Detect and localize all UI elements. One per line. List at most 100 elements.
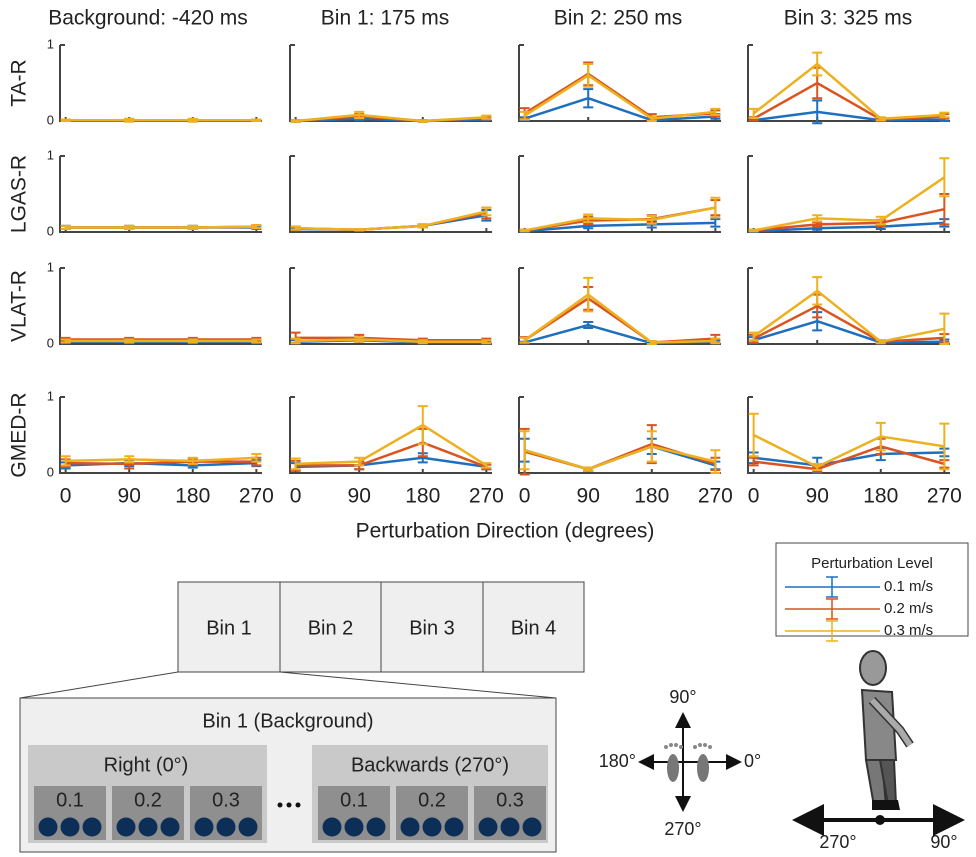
legend-label: 0.1 m/s <box>884 578 933 595</box>
trial-dot <box>39 818 58 837</box>
axes <box>290 268 492 344</box>
detail-title: Bin 1 (Background) <box>202 710 373 732</box>
y-tick-label: 1 <box>47 388 54 403</box>
trial-dot <box>61 818 80 837</box>
error-bar <box>749 230 759 232</box>
x-tick-label: 0 <box>519 485 531 508</box>
series-line <box>754 291 945 342</box>
error-bar-line <box>61 119 71 121</box>
trial-dot <box>523 818 542 837</box>
error-bar-line <box>251 119 261 121</box>
panel-title: Background: -420 ms <box>48 7 248 30</box>
trial-dot <box>501 818 520 837</box>
axes <box>60 268 262 344</box>
level-label: 0.3 <box>212 789 240 811</box>
error-bar-line <box>812 53 822 76</box>
error-bar-line <box>583 278 593 311</box>
trial-dot <box>83 818 102 837</box>
error-bar-line <box>418 406 428 444</box>
error-bar <box>812 53 822 76</box>
x-tick-label: 180 <box>405 485 440 508</box>
axes <box>519 397 721 473</box>
error-bar <box>418 120 428 122</box>
level-label: 0.3 <box>496 789 524 811</box>
x-tick-label: 270 <box>698 485 733 508</box>
x-tick-label: 90 <box>118 485 141 508</box>
trial-dot <box>367 818 386 837</box>
trial-dot <box>217 818 236 837</box>
series-line <box>754 306 945 342</box>
x-tick-label: 270 <box>927 485 962 508</box>
y-tick-label: 0 <box>47 112 54 127</box>
error-bar <box>251 119 261 121</box>
x-tick-label: 0 <box>60 485 72 508</box>
x-tick-label: 270 <box>239 485 274 508</box>
error-bar-line <box>520 338 530 343</box>
error-bar <box>520 230 530 232</box>
series-line <box>754 64 945 119</box>
error-bar <box>61 119 71 121</box>
bin-label: Bin 2 <box>308 617 354 639</box>
direction-label: 90° <box>930 832 957 852</box>
x-tick-label: 0 <box>290 485 302 508</box>
axes <box>290 45 492 121</box>
trial-dot <box>479 818 498 837</box>
series-line <box>754 83 945 119</box>
level-label: 0.1 <box>340 789 368 811</box>
person <box>800 651 957 825</box>
error-bar <box>749 414 759 457</box>
error-bar-line <box>812 277 822 304</box>
x-tick-label: 180 <box>175 485 210 508</box>
y-tick-label: 1 <box>47 36 54 51</box>
bin-label: Bin 3 <box>409 617 455 639</box>
compass-label: 270° <box>664 819 701 839</box>
trial-dot <box>195 818 214 837</box>
figure: Perturbation Direction (degrees) Perturb… <box>0 0 976 857</box>
error-bar-line <box>418 120 428 122</box>
compass-label: 90° <box>669 687 696 707</box>
x-tick-label: 180 <box>863 485 898 508</box>
trial-dot <box>239 818 258 837</box>
panel-title: Bin 2: 250 ms <box>554 7 682 30</box>
x-axis-label: Perturbation Direction (degrees) <box>356 520 655 543</box>
bin-label: Bin 1 <box>206 617 252 639</box>
legend-label: 0.2 m/s <box>884 600 933 617</box>
error-bar <box>418 406 428 444</box>
error-bar-line <box>354 229 364 231</box>
compass <box>642 716 738 808</box>
axes <box>60 45 262 121</box>
axes <box>748 45 950 121</box>
level-label: 0.2 <box>418 789 446 811</box>
trial-dot <box>345 818 364 837</box>
error-bar <box>939 158 949 196</box>
group-label: Right (0°) <box>104 754 189 776</box>
panel-title: Bin 1: 175 ms <box>321 7 449 30</box>
x-tick-label: 180 <box>634 485 669 508</box>
legend-title: Perturbation Level <box>811 555 933 572</box>
y-tick-label: 0 <box>47 223 54 238</box>
error-bar <box>583 278 593 311</box>
compass-label: 180° <box>599 751 636 771</box>
y-tick-label: 1 <box>47 259 54 274</box>
error-bar-line <box>939 158 949 196</box>
error-bar-line <box>520 230 530 232</box>
series-line <box>525 75 716 118</box>
series-line <box>66 227 257 228</box>
bin-label: Bin 4 <box>511 617 557 639</box>
x-tick-label: 270 <box>469 485 504 508</box>
trial-dot <box>323 818 342 837</box>
trial-dot <box>117 818 136 837</box>
level-label: 0.2 <box>134 789 162 811</box>
compass-label: 0° <box>744 751 761 771</box>
y-tick-label: 1 <box>47 147 54 162</box>
row-label: TA-R <box>8 59 31 106</box>
row-label: LGAS-R <box>8 155 31 233</box>
error-bar-line <box>291 120 301 122</box>
error-bar <box>812 277 822 304</box>
trial-dot <box>445 818 464 837</box>
error-bar-line <box>749 230 759 232</box>
x-tick-label: 90 <box>348 485 371 508</box>
y-tick-label: 0 <box>47 464 54 479</box>
page: {"chart_data": [ {"type":"line","title":… <box>0 0 976 857</box>
axes <box>60 156 262 232</box>
